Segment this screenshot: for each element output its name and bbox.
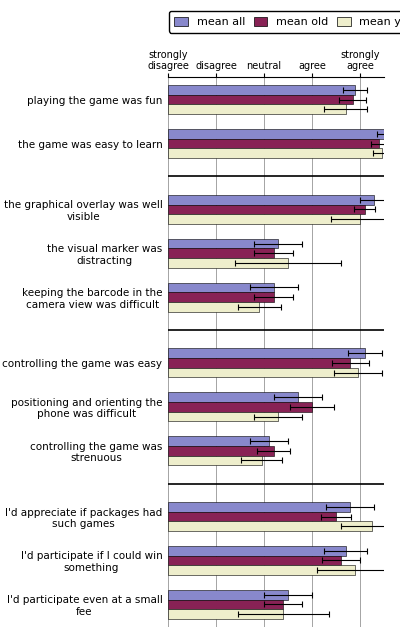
Bar xyxy=(168,302,259,312)
Bar xyxy=(168,556,341,565)
Bar xyxy=(168,402,312,412)
Bar xyxy=(168,195,374,205)
Bar xyxy=(168,292,274,302)
Bar xyxy=(168,590,288,600)
Bar xyxy=(168,214,360,224)
Bar xyxy=(168,129,384,139)
Bar xyxy=(168,522,372,531)
Bar xyxy=(168,85,355,95)
Legend: mean all, mean old, mean young: mean all, mean old, mean young xyxy=(169,11,400,33)
Bar xyxy=(168,368,358,378)
Bar xyxy=(168,392,298,402)
Bar xyxy=(168,283,274,292)
Bar xyxy=(168,248,274,258)
Bar xyxy=(168,446,274,456)
Bar xyxy=(168,565,355,575)
Bar xyxy=(168,95,353,104)
Bar xyxy=(168,609,283,619)
Bar xyxy=(168,436,269,446)
Bar xyxy=(168,412,278,421)
Bar xyxy=(168,139,379,148)
Bar xyxy=(168,148,382,158)
Bar xyxy=(168,258,288,268)
Bar xyxy=(168,600,283,609)
Bar xyxy=(168,546,346,556)
Bar xyxy=(168,358,350,368)
Bar xyxy=(168,239,278,248)
Bar xyxy=(168,104,346,114)
Bar xyxy=(168,502,350,512)
Bar xyxy=(168,456,262,465)
Bar xyxy=(168,512,336,522)
Bar xyxy=(168,349,365,358)
Bar xyxy=(168,205,365,214)
